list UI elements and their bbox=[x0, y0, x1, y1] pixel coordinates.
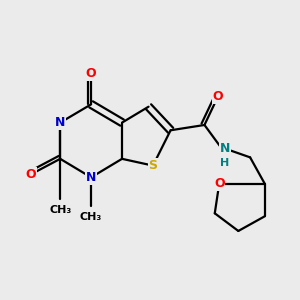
Text: O: O bbox=[86, 67, 96, 80]
Text: CH₃: CH₃ bbox=[80, 212, 102, 222]
Text: CH₃: CH₃ bbox=[49, 205, 71, 215]
Text: H: H bbox=[220, 158, 230, 168]
Text: S: S bbox=[148, 159, 158, 172]
Text: N: N bbox=[55, 116, 65, 129]
Text: O: O bbox=[214, 177, 224, 190]
Text: N: N bbox=[220, 142, 230, 155]
Text: O: O bbox=[26, 168, 36, 181]
Text: O: O bbox=[212, 91, 223, 103]
Text: N: N bbox=[86, 171, 96, 184]
